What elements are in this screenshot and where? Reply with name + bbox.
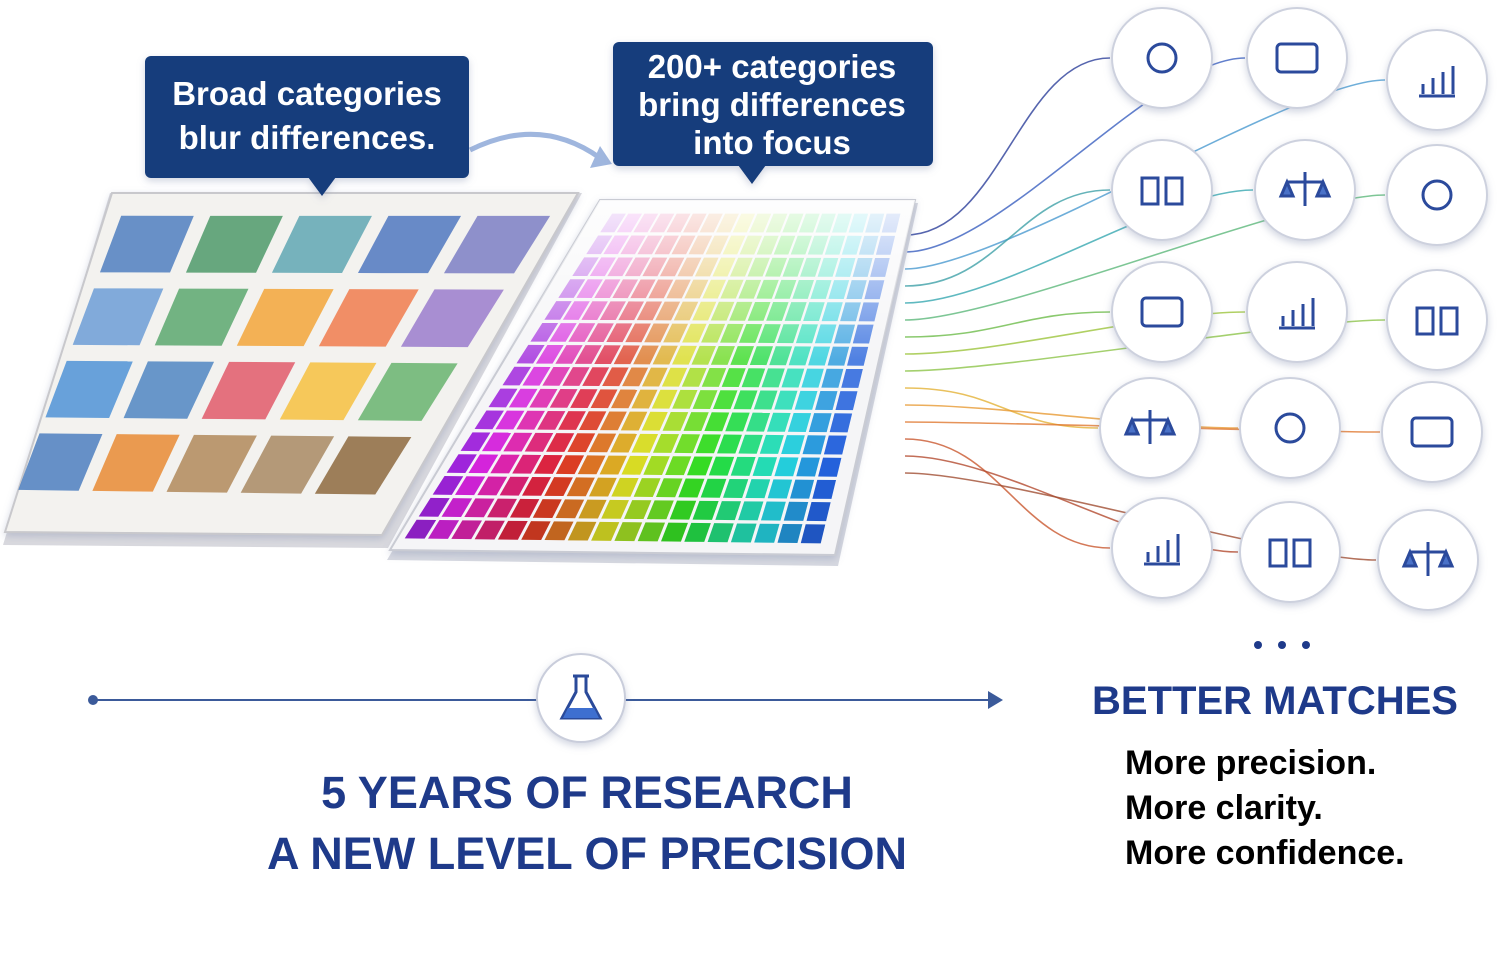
headline: 5 YEARS OF RESEARCH bbox=[321, 767, 853, 818]
callout-pointer bbox=[308, 177, 336, 196]
tile bbox=[357, 362, 458, 421]
connector bbox=[904, 189, 1111, 287]
icon-glyph bbox=[1275, 42, 1319, 74]
callout-box bbox=[145, 56, 469, 178]
results-title: BETTER MATCHES bbox=[1092, 679, 1458, 723]
headline: A NEW LEVEL OF PRECISION bbox=[267, 828, 907, 879]
category-icons bbox=[1099, 7, 1488, 611]
broad-tiles bbox=[18, 215, 551, 495]
callout-text: Broad categories bbox=[172, 75, 442, 112]
icon-badge bbox=[1239, 501, 1341, 603]
glyph bbox=[1419, 66, 1455, 98]
icon-badge bbox=[1111, 497, 1213, 599]
icon-glyph bbox=[1140, 296, 1184, 328]
icon-glyph bbox=[1274, 412, 1306, 444]
glyph bbox=[1144, 534, 1180, 566]
glyph bbox=[1140, 176, 1184, 206]
results-line: More confidence. bbox=[1125, 834, 1405, 872]
callout-box bbox=[613, 42, 933, 166]
icon-badge bbox=[1381, 381, 1483, 483]
icon-glyph bbox=[1279, 298, 1315, 330]
icon-glyph bbox=[1410, 416, 1454, 448]
connector bbox=[904, 57, 1111, 236]
timeline-start bbox=[88, 695, 98, 705]
icon-glyph bbox=[1419, 66, 1455, 98]
icon-badge bbox=[1386, 269, 1488, 371]
glyph bbox=[1123, 410, 1177, 444]
icon-glyph bbox=[1415, 306, 1459, 336]
tile bbox=[314, 436, 412, 495]
tile bbox=[99, 215, 194, 273]
icon-glyph bbox=[1421, 179, 1453, 211]
icon-glyph bbox=[1278, 172, 1332, 206]
tile bbox=[92, 434, 180, 492]
icon-badge bbox=[1246, 7, 1348, 109]
icon-glyph bbox=[1146, 42, 1178, 74]
icon-badge bbox=[1111, 7, 1213, 109]
glyph bbox=[1268, 538, 1312, 568]
glyph bbox=[1401, 542, 1455, 576]
icon-badge bbox=[1239, 377, 1341, 479]
connector bbox=[904, 438, 1111, 549]
glyph bbox=[1275, 42, 1319, 74]
glyph bbox=[1279, 298, 1315, 330]
tile bbox=[357, 215, 462, 274]
callout-text: 200+ categories bbox=[648, 48, 897, 85]
tile bbox=[318, 289, 419, 347]
connector bbox=[904, 311, 1111, 338]
icon-glyph bbox=[1123, 410, 1177, 444]
ellipsis-dot bbox=[1278, 641, 1286, 649]
icon-glyph bbox=[1401, 542, 1455, 576]
callout-pointer bbox=[738, 165, 766, 184]
arrow bbox=[468, 131, 602, 161]
flask-liquid bbox=[563, 708, 599, 718]
glyph bbox=[1274, 412, 1306, 444]
icon-badge bbox=[1111, 139, 1213, 241]
results-line: More precision. bbox=[1125, 744, 1376, 782]
icon-glyph bbox=[1144, 534, 1180, 566]
connector bbox=[904, 189, 1254, 304]
glyph bbox=[1415, 306, 1459, 336]
tile bbox=[18, 433, 103, 491]
icon-badge bbox=[1386, 144, 1488, 246]
glyph bbox=[1146, 42, 1178, 74]
connector bbox=[904, 387, 1099, 429]
tile bbox=[185, 215, 283, 273]
results-line: More clarity. bbox=[1125, 789, 1323, 827]
icon-badge bbox=[1246, 261, 1348, 363]
glyph bbox=[1140, 296, 1184, 328]
callout-text: bring differences bbox=[638, 86, 906, 123]
tile bbox=[400, 289, 504, 348]
callout-text: into focus bbox=[693, 124, 851, 161]
glow bbox=[390, 200, 915, 555]
tile bbox=[271, 215, 372, 273]
callout-1 bbox=[145, 56, 469, 196]
tile bbox=[45, 360, 133, 418]
tile bbox=[201, 361, 296, 420]
tile bbox=[443, 215, 551, 274]
flask-badge bbox=[536, 653, 626, 743]
icon-badge bbox=[1386, 29, 1488, 131]
tile bbox=[154, 288, 249, 346]
callout-text: blur differences. bbox=[179, 119, 436, 156]
tile bbox=[123, 361, 215, 419]
icon-badge bbox=[1111, 261, 1213, 363]
timeline-arrow bbox=[988, 691, 1003, 709]
glyph bbox=[1278, 172, 1332, 206]
ellipsis-dot bbox=[1302, 641, 1310, 649]
tile bbox=[240, 435, 335, 494]
tile bbox=[72, 288, 164, 346]
callout-2 bbox=[613, 42, 933, 184]
glyph bbox=[1421, 179, 1453, 211]
icon-glyph bbox=[1268, 538, 1312, 568]
tile bbox=[166, 434, 257, 493]
arrow-head bbox=[590, 146, 612, 168]
ellipsis-dot bbox=[1254, 641, 1262, 649]
icon-glyph bbox=[1140, 176, 1184, 206]
tile bbox=[279, 362, 377, 421]
glyph bbox=[1410, 416, 1454, 448]
tile bbox=[236, 288, 334, 347]
